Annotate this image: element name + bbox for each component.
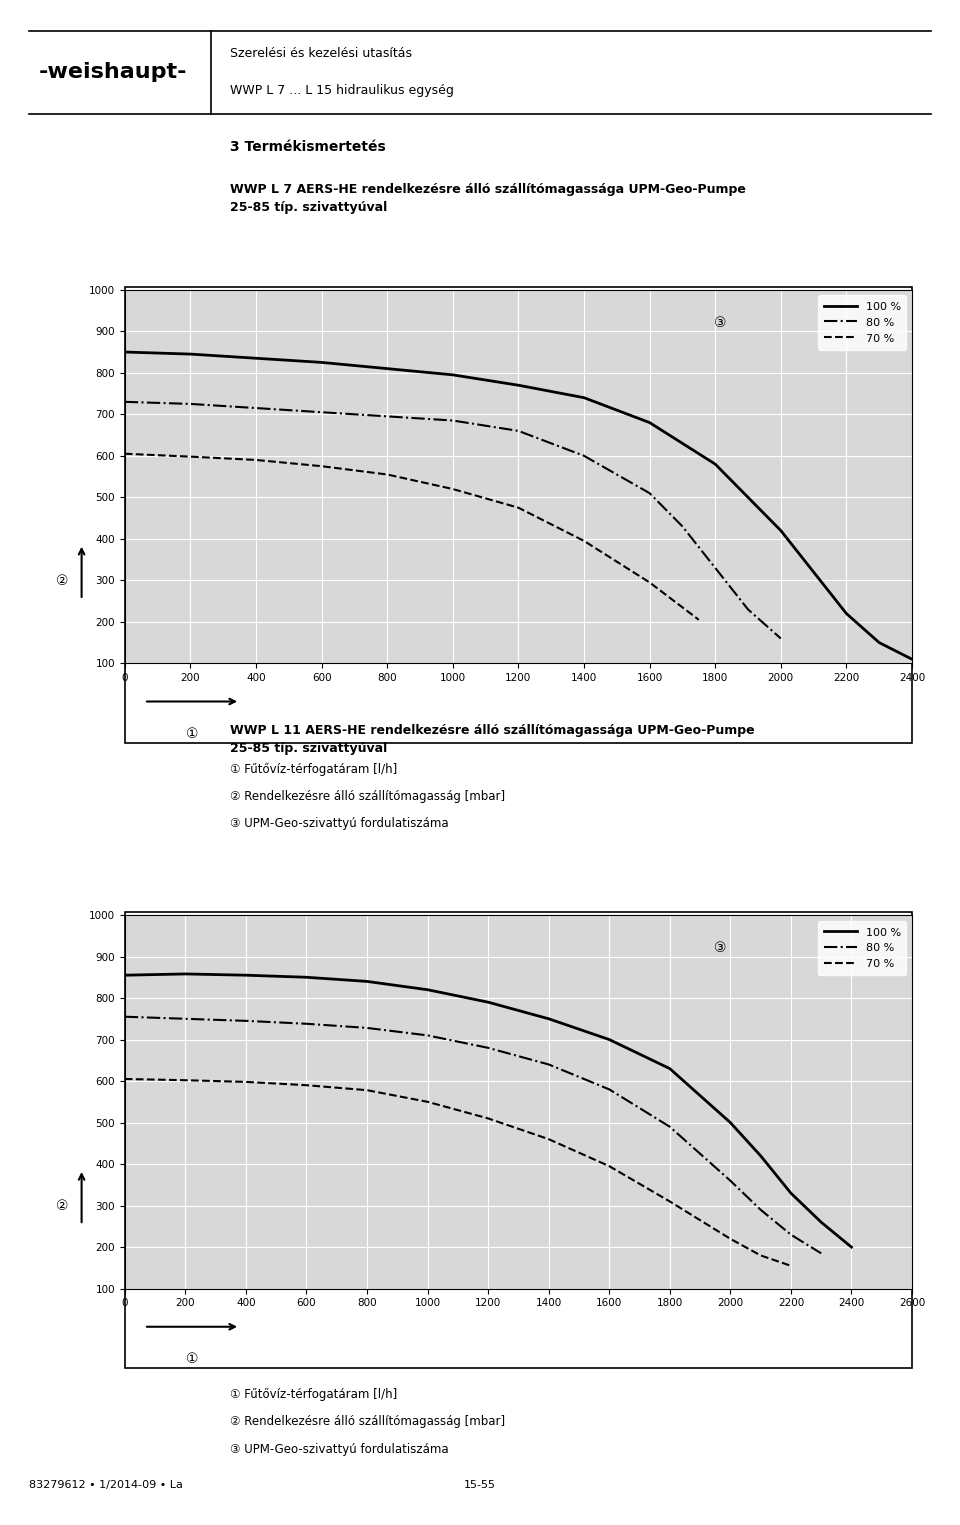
Text: ① Fűtővíz-térfogatáram [l/h]: ① Fűtővíz-térfogatáram [l/h] <box>230 762 397 776</box>
Text: 83279612 • 1/2014-09 • La: 83279612 • 1/2014-09 • La <box>29 1479 182 1490</box>
Legend: 100 %, 80 %, 70 %: 100 %, 80 %, 70 % <box>818 921 906 974</box>
Text: ①: ① <box>185 1351 199 1366</box>
Text: 3 Termékismertetés: 3 Termékismertetés <box>230 140 386 154</box>
Text: WWP L 7 AERS-HE rendelkezésre álló szállítómagassága UPM-Geo-Pumpe
25-85 típ. sz: WWP L 7 AERS-HE rendelkezésre álló száll… <box>230 183 746 214</box>
Text: ①: ① <box>185 726 199 741</box>
Text: WWP L 11 AERS-HE rendelkezésre álló szállítómagassága UPM-Geo-Pumpe
25-85 típ. s: WWP L 11 AERS-HE rendelkezésre álló szál… <box>230 724 755 755</box>
Text: ② Rendelkezésre álló szállítómagasság [mbar]: ② Rendelkezésre álló szállítómagasság [m… <box>230 1415 506 1429</box>
Text: WWP L 7 ... L 15 hidraulikus egység: WWP L 7 ... L 15 hidraulikus egység <box>230 84 454 98</box>
Text: ③: ③ <box>713 316 726 329</box>
Text: ① Fűtővíz-térfogatáram [l/h]: ① Fűtővíz-térfogatáram [l/h] <box>230 1388 397 1401</box>
Text: Szerelési és kezelési utasítás: Szerelési és kezelési utasítás <box>230 47 413 61</box>
Text: ②: ② <box>56 575 69 589</box>
Text: ②: ② <box>56 1200 69 1214</box>
Text: ③: ③ <box>713 941 726 955</box>
Text: ③ UPM-Geo-szivattyú fordulatiszáma: ③ UPM-Geo-szivattyú fordulatiszáma <box>230 1443 449 1456</box>
Text: ③ UPM-Geo-szivattyú fordulatiszáma: ③ UPM-Geo-szivattyú fordulatiszáma <box>230 817 449 831</box>
Text: ② Rendelkezésre álló szállítómagasság [mbar]: ② Rendelkezésre álló szállítómagasság [m… <box>230 790 506 804</box>
Text: -weishaupt-: -weishaupt- <box>38 63 187 82</box>
Text: 15-55: 15-55 <box>464 1479 496 1490</box>
Legend: 100 %, 80 %, 70 %: 100 %, 80 %, 70 % <box>818 296 906 349</box>
